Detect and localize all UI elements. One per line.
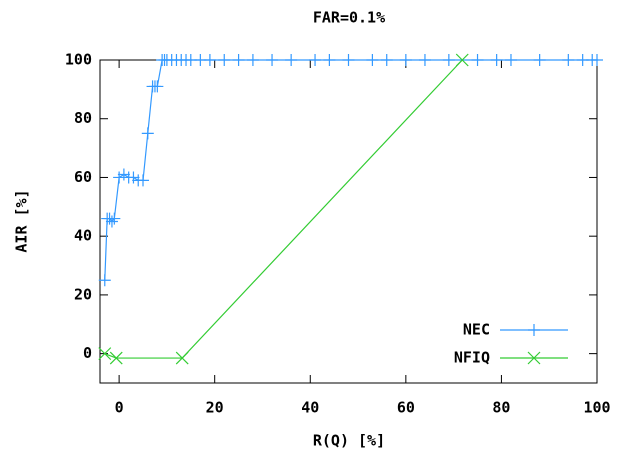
point-marker <box>109 351 123 365</box>
point-marker <box>380 54 393 66</box>
x-tick-label: 80 <box>492 399 510 417</box>
y-tick-label: 60 <box>74 168 92 186</box>
legend-marker <box>528 324 540 336</box>
point-marker <box>175 351 189 365</box>
point-marker <box>562 54 575 66</box>
y-tick-label: 20 <box>74 285 92 303</box>
y-axis-label: AIR [%] <box>13 189 31 252</box>
point-marker <box>137 174 150 187</box>
point-marker <box>266 54 279 66</box>
plot-frame <box>99 59 598 384</box>
legend-marker <box>527 351 541 365</box>
point-marker <box>105 215 118 228</box>
point-marker <box>203 54 216 66</box>
y-tick-label: 80 <box>74 109 92 127</box>
point-marker <box>218 54 231 66</box>
point-marker <box>366 54 379 66</box>
point-marker <box>98 347 112 361</box>
x-tick-label: 0 <box>115 399 124 417</box>
series-line <box>104 59 463 359</box>
point-marker <box>342 54 355 66</box>
point-marker <box>533 54 546 66</box>
x-tick-label: 100 <box>583 399 610 417</box>
point-marker <box>591 54 603 66</box>
y-tick-label: 40 <box>74 227 92 245</box>
point-marker <box>471 54 484 66</box>
y-tick-label: 100 <box>65 51 92 69</box>
legend-label: NEC <box>463 321 490 339</box>
series-line <box>104 59 597 281</box>
point-marker <box>323 54 336 66</box>
chart-title: FAR=0.1% <box>313 9 385 27</box>
x-axis-label: R(Q) [%] <box>313 432 385 450</box>
point-marker <box>141 127 154 140</box>
point-marker <box>98 274 111 287</box>
point-marker <box>309 54 322 66</box>
point-marker <box>232 54 245 66</box>
point-marker <box>490 54 503 66</box>
point-marker <box>151 80 164 93</box>
point-marker <box>108 212 121 225</box>
legend-label: NFIQ <box>454 349 490 367</box>
point-marker <box>399 54 412 66</box>
x-tick-label: 60 <box>397 399 415 417</box>
point-marker <box>442 54 455 66</box>
point-marker <box>285 54 298 66</box>
point-marker <box>418 54 431 66</box>
point-marker <box>127 171 140 184</box>
x-tick-label: 20 <box>206 399 224 417</box>
point-marker <box>504 54 517 66</box>
point-marker <box>455 53 469 67</box>
x-tick-label: 40 <box>301 399 319 417</box>
point-marker <box>117 168 130 181</box>
y-tick-label: 0 <box>83 344 92 362</box>
point-marker <box>246 54 259 66</box>
